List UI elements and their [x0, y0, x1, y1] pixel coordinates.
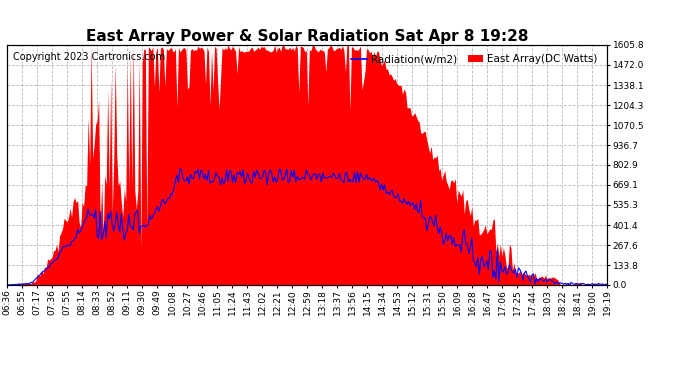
Legend: Radiation(w/m2), East Array(DC Watts): Radiation(w/m2), East Array(DC Watts): [347, 50, 602, 69]
Title: East Array Power & Solar Radiation Sat Apr 8 19:28: East Array Power & Solar Radiation Sat A…: [86, 29, 529, 44]
Text: Copyright 2023 Cartronics.com: Copyright 2023 Cartronics.com: [13, 52, 165, 62]
